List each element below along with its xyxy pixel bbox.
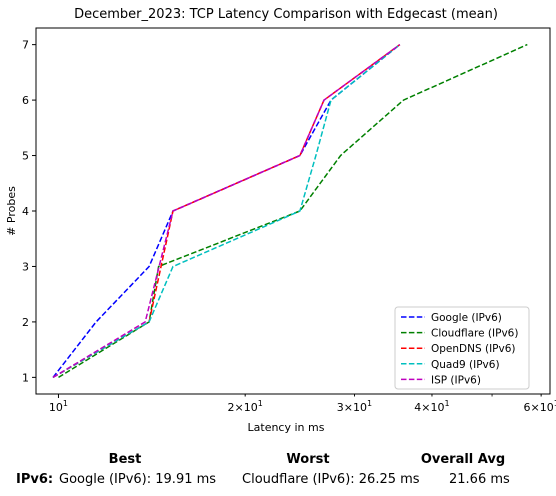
chart-title: December_2023: TCP Latency Comparison wi…	[74, 7, 498, 22]
summary-table: Best Worst Overall Avg IPv6: Google (IPv…	[0, 440, 556, 496]
y-tick-label: 6	[22, 94, 29, 107]
summary-best-value: Google (IPv6): 19.91 ms	[59, 472, 217, 487]
legend-label: OpenDNS (IPv6)	[431, 343, 516, 355]
y-tick-label: 2	[22, 316, 29, 329]
summary-header-worst: Worst	[286, 452, 330, 467]
y-tick-label: 5	[22, 150, 29, 163]
x-tick-label: 101	[49, 399, 68, 414]
series-group	[52, 43, 528, 379]
y-tick-label: 4	[22, 205, 29, 218]
x-tick-label: 2×101	[228, 399, 263, 414]
legend-box	[394, 306, 530, 390]
x-tick-label: 4×101	[414, 399, 449, 414]
y-tick-label: 1	[22, 371, 29, 384]
axes-group: 1 2 3 4 5 6 7 101 2×101 3×101 4×101 6×101	[22, 39, 556, 414]
x-tick-label: 3×101	[337, 399, 372, 414]
latency-line-chart: December_2023: TCP Latency Comparison wi…	[5, 7, 556, 434]
series-line-4	[52, 43, 401, 379]
legend-label: Google (IPv6)	[431, 312, 502, 324]
legend-label: ISP (IPv6)	[431, 374, 481, 386]
y-tick-label: 3	[22, 260, 29, 273]
summary-header-best: Best	[108, 452, 142, 467]
series-line-0	[52, 44, 401, 378]
y-tick-label: 7	[22, 39, 29, 52]
summary-overall-value: 21.66 ms	[449, 472, 510, 487]
x-tick-label: 6×101	[524, 399, 556, 414]
legend-label: Quad9 (IPv6)	[431, 359, 500, 371]
legend: Google (IPv6) Cloudflare (IPv6) OpenDNS (I…	[394, 306, 530, 390]
legend-label: Cloudflare (IPv6)	[431, 328, 518, 340]
x-axis-label: Latency in ms	[248, 421, 325, 434]
summary-header-overall: Overall Avg	[420, 452, 506, 467]
summary-row-label: IPv6:	[16, 472, 54, 487]
summary-worst-value: Cloudflare (IPv6): 26.25 ms	[242, 472, 420, 487]
series-line-2	[52, 43, 401, 379]
series-line-3	[52, 44, 401, 379]
y-axis-label: # Probes	[5, 186, 18, 236]
